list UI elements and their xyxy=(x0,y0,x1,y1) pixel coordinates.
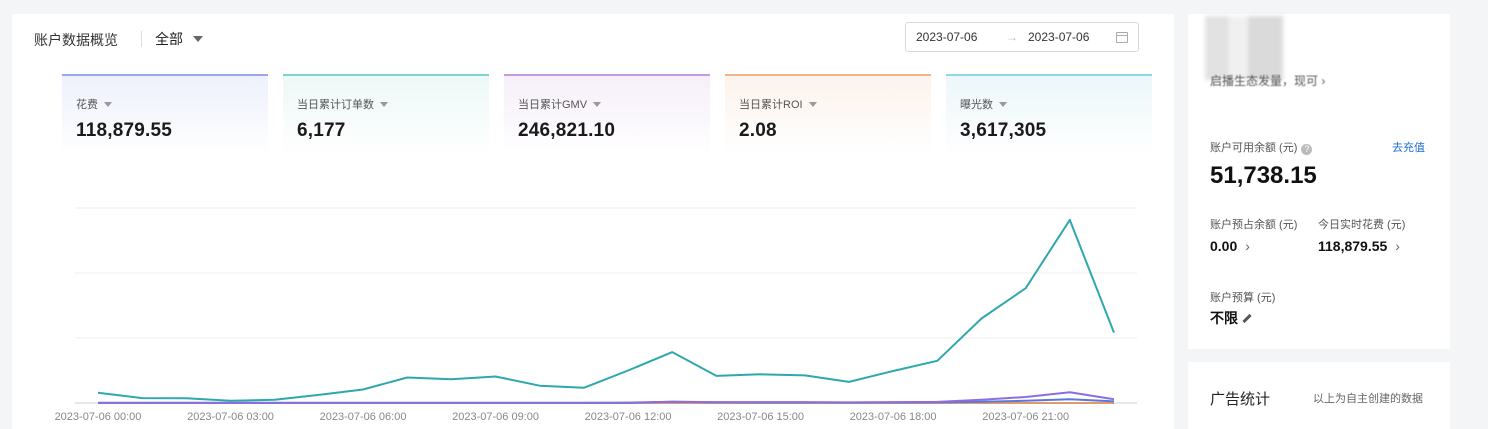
edit-icon[interactable] xyxy=(1240,312,1252,324)
overview-title: 账户数据概览 xyxy=(34,32,118,48)
metric-label: 曝光数 xyxy=(960,99,993,111)
realtime-spend-label: 今日实时花费 (元) xyxy=(1318,219,1406,231)
metric-label: 花费 xyxy=(76,99,98,111)
available-balance-label: 账户可用余额 (元)? xyxy=(1210,139,1313,155)
chevron-right-icon: › xyxy=(1395,238,1400,254)
caret-down-icon[interactable] xyxy=(999,101,1007,107)
title-divider xyxy=(141,31,142,47)
x-tick-label: 2023-07-06 21:00 xyxy=(982,411,1069,423)
ad-stats-panel xyxy=(1188,362,1450,429)
metric-value: 3,617,305 xyxy=(960,120,1047,141)
metric-value: 2.08 xyxy=(739,120,777,141)
calendar-icon[interactable] xyxy=(1116,32,1128,43)
caret-down-icon[interactable] xyxy=(104,101,112,107)
x-tick-label: 2023-07-06 00:00 xyxy=(55,411,142,423)
metric-card-impressions[interactable]: 曝光数 3,617,305 xyxy=(946,74,1152,156)
metric-card-roi[interactable]: 当日累计ROI 2.08 xyxy=(725,74,931,156)
available-balance-value: 51,738.15 xyxy=(1210,162,1317,189)
scope-select[interactable]: 全部 xyxy=(155,29,203,49)
date-end[interactable]: 2023-07-06 xyxy=(1028,30,1090,44)
chevron-right-icon: › xyxy=(1245,238,1250,254)
account-notice[interactable]: 启播生态发量，现可 › xyxy=(1210,74,1326,88)
recharge-link[interactable]: 去充值 xyxy=(1392,142,1425,154)
scope-select-value: 全部 xyxy=(155,31,183,47)
metric-card-orders[interactable]: 当日累计订单数 6,177 xyxy=(283,74,489,156)
arrow-right-icon: → xyxy=(1006,30,1018,44)
x-tick-label: 2023-07-06 18:00 xyxy=(850,411,937,423)
chart-grid xyxy=(75,207,1137,404)
help-icon[interactable]: ? xyxy=(1301,144,1313,155)
metric-card-gmv[interactable]: 当日累计GMV 246,821.10 xyxy=(504,74,710,156)
x-tick-label: 2023-07-06 15:00 xyxy=(717,411,804,423)
metric-value: 246,821.10 xyxy=(518,120,616,141)
date-start[interactable]: 2023-07-06 xyxy=(916,30,978,44)
series-line[interactable] xyxy=(97,218,1115,402)
account-avatar xyxy=(1205,16,1283,80)
caret-down-icon[interactable] xyxy=(593,101,602,107)
x-tick-label: 2023-07-06 06:00 xyxy=(320,411,407,423)
metric-card-spend[interactable]: 花费 118,879.55 xyxy=(62,74,268,156)
budget-value: 不限 xyxy=(1210,308,1252,328)
reserved-balance-value[interactable]: 0.00 › xyxy=(1210,238,1250,254)
ad-stats-note: 以上为自主创建的数据 xyxy=(1313,393,1423,405)
metric-label: 当日累计ROI xyxy=(739,99,803,111)
date-range-picker[interactable]: 2023-07-06 → 2023-07-06 xyxy=(905,22,1139,52)
realtime-spend-value[interactable]: 118,879.55 › xyxy=(1318,238,1400,254)
ad-stats-title: 广告统计 xyxy=(1210,391,1271,408)
budget-label: 账户预算 (元) xyxy=(1210,292,1276,304)
caret-down-icon[interactable] xyxy=(808,101,817,107)
x-tick-label: 2023-07-06 03:00 xyxy=(187,411,274,423)
x-tick-label: 2023-07-06 09:00 xyxy=(452,411,539,423)
metric-value: 118,879.55 xyxy=(76,120,173,141)
x-tick-label: 2023-07-06 12:00 xyxy=(585,411,672,423)
metric-value: 6,177 xyxy=(297,120,346,141)
trend-chart[interactable]: 2023-07-06 00:00 2023-07-06 03:00 2023-07-… xyxy=(0,0,1175,429)
series-line[interactable] xyxy=(98,391,1115,404)
metric-label: 当日累计订单数 xyxy=(297,99,374,111)
caret-down-icon xyxy=(193,36,203,42)
caret-down-icon[interactable] xyxy=(380,101,388,107)
reserved-balance-label: 账户预占余额 (元) xyxy=(1210,219,1298,231)
metric-label: 当日累计GMV xyxy=(518,99,588,111)
